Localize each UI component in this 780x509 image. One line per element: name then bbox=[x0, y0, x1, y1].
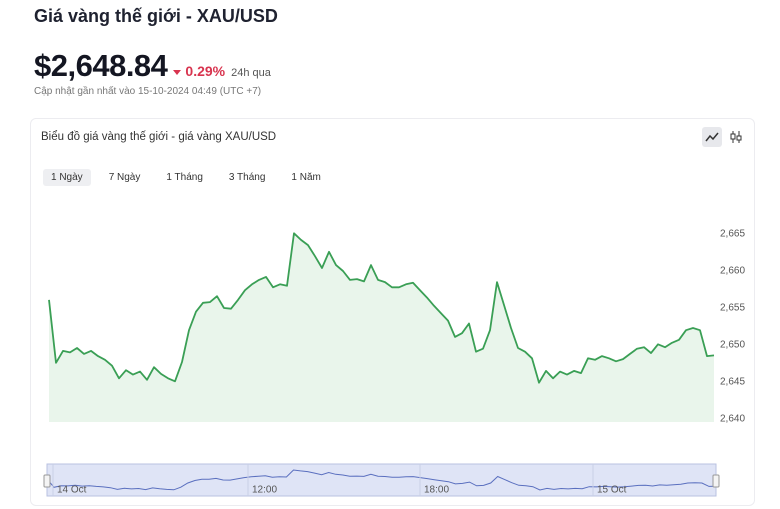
price-row: $2,648.84 0.29% 24h qua bbox=[34, 48, 271, 84]
navigator-label: 18:00 bbox=[424, 485, 449, 496]
change-period: 24h qua bbox=[231, 67, 271, 79]
y-tick-label: 2,650 bbox=[720, 340, 745, 351]
navigator-label: 12:00 bbox=[252, 485, 277, 496]
navigator-line bbox=[46, 469, 717, 491]
navigator-window bbox=[46, 463, 717, 497]
update-time: Cập nhật gần nhất vào 15-10-2024 04:49 (… bbox=[34, 86, 262, 97]
price-area bbox=[49, 233, 714, 422]
y-tick-label: 2,640 bbox=[720, 414, 745, 425]
candle-chart-button[interactable] bbox=[726, 127, 746, 147]
navigator-handle[interactable] bbox=[43, 474, 51, 488]
chart-card: Biểu đồ giá vàng thế giới - giá vàng XAU… bbox=[30, 118, 755, 506]
price: $2,648.84 bbox=[34, 48, 168, 83]
range-tab[interactable]: 1 Tháng bbox=[166, 172, 203, 183]
price-line bbox=[48, 232, 715, 384]
candle-icon bbox=[730, 131, 742, 143]
y-tick-label: 2,645 bbox=[720, 377, 745, 388]
y-tick-label: 2,655 bbox=[720, 303, 745, 314]
range-tab[interactable]: 7 Ngày bbox=[108, 172, 141, 183]
y-tick-label: 2,660 bbox=[720, 266, 745, 277]
chart-type-switch bbox=[702, 127, 746, 147]
range-tab[interactable]: 3 Tháng bbox=[228, 172, 266, 183]
range-tab[interactable]: 1 Năm bbox=[291, 172, 321, 183]
range-tabs: 1 Ngày 7 Ngày 1 Tháng 3 Tháng 1 Năm bbox=[43, 169, 329, 186]
price-change: 0.29% bbox=[173, 63, 225, 79]
page-title: Giá vàng thế giới - XAU/USD bbox=[34, 6, 278, 26]
navigator-handle[interactable] bbox=[712, 474, 720, 488]
navigator-label: 15 Oct bbox=[597, 485, 627, 496]
line-icon bbox=[705, 132, 719, 142]
card-title: Biểu đồ giá vàng thế giới - giá vàng XAU… bbox=[41, 131, 277, 143]
range-tab[interactable]: 1 Ngày bbox=[43, 169, 91, 186]
navigator-label: 14 Oct bbox=[57, 485, 87, 496]
y-tick-label: 2,665 bbox=[720, 229, 745, 240]
line-chart-button[interactable] bbox=[702, 127, 722, 147]
